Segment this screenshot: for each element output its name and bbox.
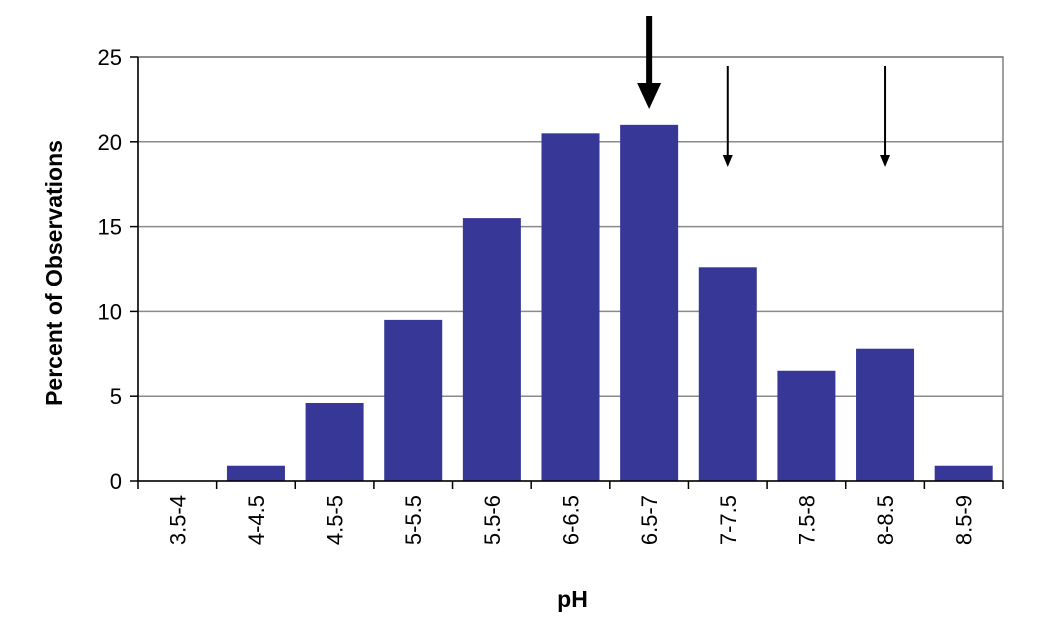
arrow-annotations — [637, 16, 891, 167]
x-tick-label: 6.5-7 — [637, 495, 662, 545]
y-axis-title: Percent of Observations — [41, 140, 67, 406]
bar-6-6.5 — [541, 133, 600, 481]
bars — [226, 124, 993, 481]
bar-5.5-6 — [462, 218, 521, 481]
x-tick-label: 5-5.5 — [401, 495, 426, 545]
x-tick-label: 4-4.5 — [244, 495, 269, 545]
x-tick-labels: 3.5-4 4-4.5 4.5-5 5-5.5 5.5-6 6-6.5 6.5-7 7-7.5… — [165, 495, 976, 545]
axes — [130, 56, 1004, 489]
bar-6.5-7 — [620, 124, 679, 481]
thin-arrow-head — [880, 155, 891, 167]
bar-4-4.5 — [226, 465, 285, 481]
x-tick-label: 7-7.5 — [716, 495, 741, 545]
x-tick-label: 4.5-5 — [323, 495, 348, 545]
bar-5-5.5 — [384, 319, 443, 481]
y-tick-label: 0 — [110, 469, 122, 494]
bar-8-8.5 — [856, 348, 915, 481]
x-tick-label: 5.5-6 — [480, 495, 505, 545]
x-axis-title: pH — [557, 586, 588, 612]
y-tick-label: 15 — [98, 215, 122, 240]
thick-arrow-head — [637, 83, 662, 109]
y-tick-label: 10 — [98, 299, 122, 324]
x-tick-label: 3.5-4 — [165, 495, 190, 545]
y-tick-labels: 0 5 10 15 20 25 — [98, 45, 122, 494]
x-tick-label: 8-8.5 — [873, 495, 898, 545]
y-tick-label: 25 — [98, 45, 122, 70]
x-tick-label: 8.5-9 — [952, 495, 977, 545]
bar-4.5-5 — [305, 402, 364, 481]
y-tick-label: 20 — [98, 130, 122, 155]
bar-7.5-8 — [777, 370, 836, 481]
thin-arrow-head — [722, 155, 733, 167]
x-tick-label: 6-6.5 — [559, 495, 584, 545]
x-tick-label: 7.5-8 — [794, 495, 819, 545]
bar-8.5-9 — [934, 465, 993, 481]
bar-7-7.5 — [698, 267, 757, 481]
y-tick-label: 5 — [110, 384, 122, 409]
